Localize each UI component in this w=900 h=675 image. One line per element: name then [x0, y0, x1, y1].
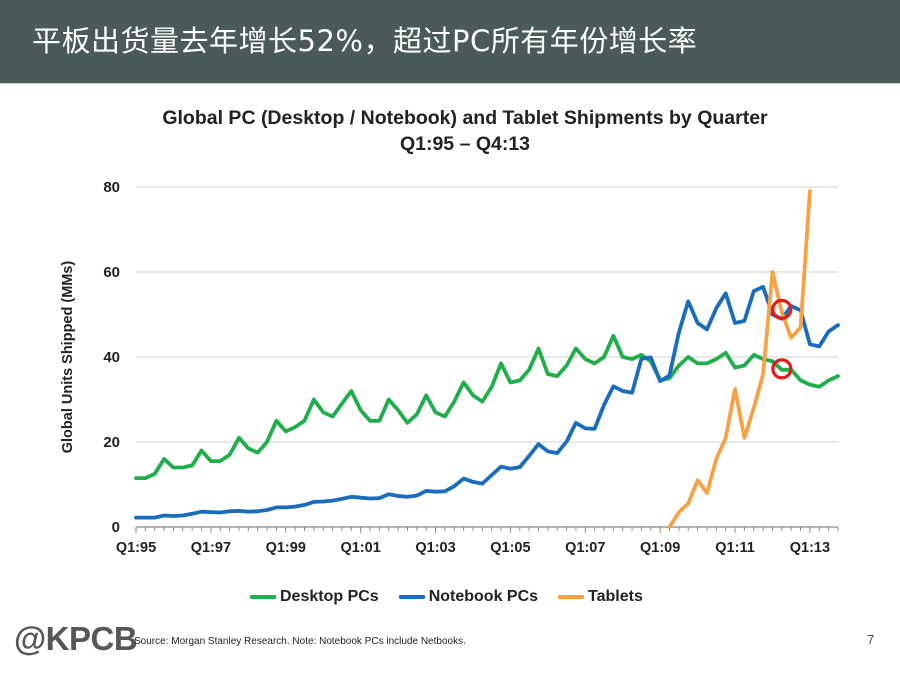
- legend-item-notebook: Notebook PCs: [398, 588, 539, 606]
- legend-label-tablets: Tablets: [588, 588, 643, 605]
- y-axis-label: Global Units Shipped (MMs): [60, 261, 76, 454]
- legend-item-tablets: Tablets: [558, 588, 643, 606]
- y-tick-label-20: 20: [103, 434, 120, 451]
- x-tick-label-Q1-97: Q1:97: [191, 540, 231, 556]
- slide-title: 平板出货量去年增长52%，超过PC所有年份增长率: [32, 24, 698, 58]
- legend-swatch-desktop: [250, 595, 276, 599]
- chart-subtitle: Q1:95 – Q4:13: [399, 133, 531, 155]
- kpcb-logo: @KPCB: [14, 620, 138, 657]
- x-tick-label-Q1-95: Q1:95: [116, 540, 156, 556]
- x-tick-label-Q1-07: Q1:07: [565, 540, 605, 556]
- y-tick-label-60: 60: [103, 264, 120, 281]
- y-tick-label-40: 40: [103, 349, 120, 366]
- legend-label-notebook: Notebook PCs: [428, 588, 539, 605]
- legend-swatch-tablets: [558, 595, 585, 599]
- x-tick-label-Q1-01: Q1:01: [340, 540, 380, 556]
- y-tick-label-80: 80: [103, 179, 120, 196]
- y-tick-label-0: 0: [112, 519, 120, 536]
- crossover-highlight-circle-1: [771, 298, 793, 320]
- source-note: Source: Morgan Stanley Research. Note: N…: [134, 636, 466, 647]
- legend-item-desktop: Desktop PCs: [250, 588, 379, 606]
- series-line-tablets: [667, 189, 812, 529]
- crossover-highlight-circle-2: [771, 358, 793, 380]
- series-line-notebook-pcs: [134, 284, 840, 520]
- series-line-desktop-pcs: [134, 333, 840, 481]
- x-tick-label-Q1-99: Q1:99: [266, 540, 306, 556]
- x-tick-label-Q1-13: Q1:13: [790, 540, 830, 556]
- x-tick-label-Q1-03: Q1:03: [415, 540, 455, 556]
- legend-label-desktop: Desktop PCs: [280, 588, 379, 605]
- legend-swatch-notebook: [398, 595, 425, 599]
- x-tick-label-Q1-09: Q1:09: [640, 540, 680, 556]
- page-number: 7: [867, 632, 875, 647]
- slide-banner: 平板出货量去年增长52%，超过PC所有年份增长率: [0, 0, 900, 84]
- x-tick-label-Q1-11: Q1:11: [715, 540, 755, 556]
- chart-legend: Desktop PCs Notebook PCs Tablets: [250, 586, 663, 608]
- x-tick-label-Q1-05: Q1:05: [490, 540, 530, 556]
- chart-title: Global PC (Desktop / Notebook) and Table…: [162, 107, 768, 129]
